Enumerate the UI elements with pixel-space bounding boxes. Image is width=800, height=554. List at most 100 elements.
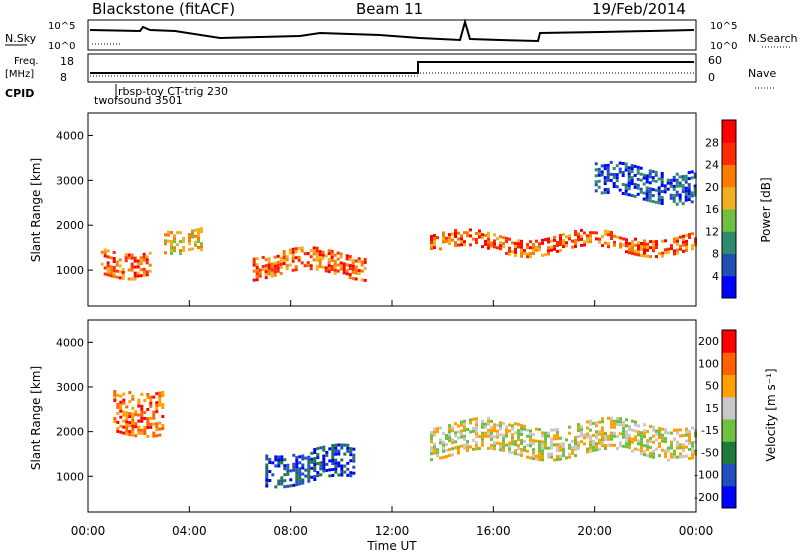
velocity-cell — [463, 428, 466, 432]
velocity-cell — [436, 454, 439, 458]
velocity-cell — [571, 451, 574, 455]
power-cell — [121, 276, 125, 280]
velocity-cell — [155, 422, 159, 426]
power-cell — [106, 264, 110, 268]
velocity-cell — [161, 394, 165, 397]
velocity-cell — [140, 419, 144, 423]
power-cell — [130, 277, 134, 281]
power-cell — [499, 247, 502, 251]
power-cell — [631, 249, 634, 252]
velocity-cell — [565, 456, 568, 460]
power-cell — [460, 243, 463, 247]
velocity-cell — [310, 460, 314, 464]
power-cell — [478, 235, 481, 239]
nsky-tick-top: 10^5 — [48, 21, 75, 32]
velocity-cell — [301, 457, 305, 461]
beam-title: Beam 11 — [356, 0, 423, 18]
power-cell — [484, 242, 487, 246]
velocity-cell — [134, 434, 138, 438]
power-cell — [454, 232, 457, 235]
power-cell — [342, 262, 346, 266]
power-cell — [303, 264, 307, 268]
power-cell — [615, 185, 619, 189]
power-cell — [562, 242, 565, 246]
power-cell — [655, 243, 658, 247]
power-cell — [173, 237, 176, 241]
velocity-cell — [352, 453, 356, 457]
power-cell — [288, 251, 292, 255]
power-cell — [276, 263, 280, 267]
power-cell — [685, 239, 688, 243]
power-cell — [526, 252, 529, 256]
power-cell — [493, 233, 496, 237]
power-cell — [291, 259, 295, 263]
velocity-cell — [610, 422, 613, 426]
power-cell — [628, 248, 631, 252]
power-cell — [618, 170, 622, 174]
power-cell — [291, 247, 295, 251]
velocity-cell — [514, 431, 517, 435]
velocity-cell — [505, 431, 508, 435]
velocity-cell — [310, 466, 314, 470]
velocity-cell — [625, 433, 628, 437]
velocity-cell — [637, 439, 640, 443]
velocity-colorbar-segment — [722, 441, 736, 464]
velocity-cell — [643, 444, 646, 448]
velocity-cell — [131, 424, 135, 428]
velocity-cell — [685, 454, 688, 458]
velocity-cell — [532, 457, 535, 461]
power-cell — [538, 245, 541, 249]
velocity-cell — [487, 428, 490, 432]
velocity-cell — [271, 473, 275, 477]
power-cell — [505, 236, 508, 240]
velocity-cell — [481, 443, 484, 447]
power-cell — [109, 268, 113, 272]
velocity-cell — [577, 444, 580, 448]
velocity-cell — [619, 441, 622, 445]
velocity-cell — [664, 455, 667, 459]
power-cell — [142, 258, 146, 262]
power-cell — [487, 243, 490, 247]
velocity-cell — [286, 472, 290, 476]
power-cell — [466, 234, 469, 238]
power-cell — [535, 248, 538, 252]
velocity-cell — [343, 452, 347, 456]
velocity-cell — [574, 436, 577, 439]
velocity-cell — [673, 449, 676, 453]
velocity-cell — [292, 483, 296, 487]
power-cell — [586, 237, 589, 241]
velocity-cell — [565, 438, 568, 442]
freq-label: Freq. — [14, 56, 39, 67]
velocity-cell — [580, 434, 583, 438]
velocity-cell — [137, 404, 141, 408]
velocity-cell — [625, 418, 628, 422]
power-cell — [487, 240, 490, 244]
velocity-cell — [116, 426, 120, 430]
power-cell — [342, 271, 346, 275]
velocity-cell — [538, 455, 541, 459]
velocity-cell — [334, 452, 338, 456]
power-cell — [164, 233, 167, 237]
power-cell — [526, 243, 529, 247]
velocity-cell — [493, 444, 496, 448]
nave-trace — [90, 72, 694, 77]
power-cell — [634, 243, 637, 247]
power-colorbar-tick: 12 — [705, 225, 719, 238]
velocity-cell — [328, 447, 332, 451]
power-cell — [660, 184, 664, 187]
velocity-colorbar-tick: -100 — [694, 469, 719, 482]
power-cell — [327, 249, 331, 253]
velocity-cell — [343, 470, 347, 474]
velocity-cell — [122, 425, 126, 429]
power-cell — [609, 178, 613, 182]
power-cell — [454, 241, 457, 244]
power-cell — [687, 189, 691, 193]
power-cell — [597, 185, 601, 189]
velocity-cell — [673, 428, 676, 432]
velocity-cell — [454, 440, 457, 444]
velocity-cell — [475, 426, 478, 430]
power-cell — [613, 234, 616, 238]
velocity-cell — [682, 455, 685, 459]
power-cell — [445, 239, 448, 243]
power-cell — [633, 185, 637, 189]
